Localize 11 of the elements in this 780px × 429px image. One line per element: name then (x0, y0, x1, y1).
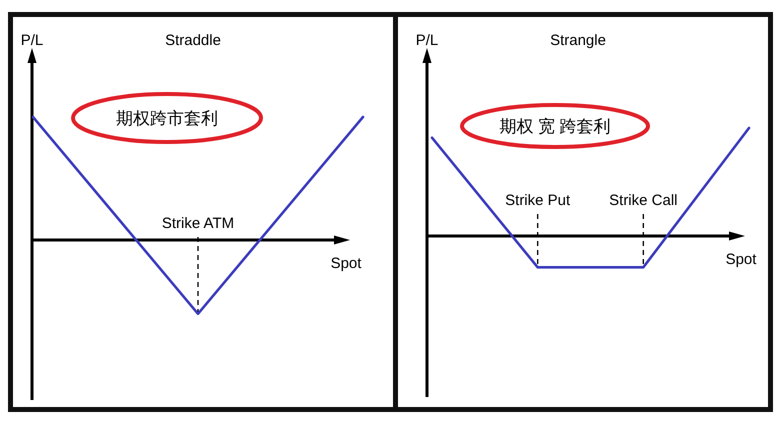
annotation: Strike Call (609, 192, 678, 209)
annotation: 期权跨市套利 (116, 109, 218, 128)
annotation: Strike Put (505, 192, 570, 209)
xlabel: Spot (330, 255, 362, 272)
ylabel: P/L (20, 32, 44, 49)
annotation: Strike ATM (162, 215, 234, 232)
xlabel: Spot (726, 251, 756, 268)
ylabel: P/L (416, 32, 438, 49)
title: Strangle (550, 32, 606, 49)
title: Straddle (165, 32, 221, 49)
annotation: 期权 宽 跨套利 (499, 117, 611, 136)
